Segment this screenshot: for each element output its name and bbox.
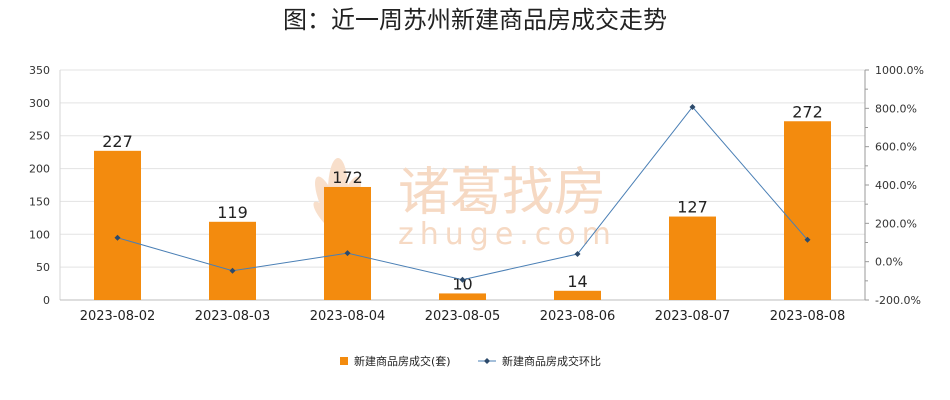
bar-labels: 227 119 172 10 14 127 272 [102, 102, 823, 293]
bar-value-label: 172 [332, 168, 363, 187]
x-tick-label: 2023-08-03 [195, 309, 271, 324]
gridlines [60, 69, 865, 301]
bar [209, 221, 256, 300]
line-point [689, 103, 696, 110]
bar [669, 216, 716, 300]
watermark-domain: zhuge.com [398, 217, 617, 252]
legend: 新建商品房成交(套) 新建商品房成交环比 [340, 354, 601, 368]
y-left-tick-label: 100 [29, 228, 50, 241]
bar-value-label: 127 [677, 198, 708, 217]
y-left-tick-labels: 0 50 100 150 200 250 300 350 [29, 64, 50, 307]
x-tick-label: 2023-08-07 [655, 309, 731, 324]
bar-value-label: 10 [452, 274, 472, 293]
chart-title: 图：近一周苏州新建商品房成交走势 [283, 6, 667, 34]
bar [94, 150, 141, 300]
line-point [459, 276, 466, 283]
bar [324, 186, 371, 300]
x-tick-label: 2023-08-06 [540, 309, 616, 324]
line-point [114, 234, 121, 241]
legend-label-bars: 新建商品房成交(套) [354, 354, 451, 368]
legend-swatch-bars [340, 357, 348, 365]
line-point [344, 250, 351, 257]
y-left-tick-label: 300 [29, 97, 50, 110]
y-left-tick-label: 0 [43, 294, 50, 307]
y-right-tick-label: 400.0% [875, 179, 917, 192]
x-tick-label: 2023-08-08 [770, 309, 846, 324]
y-right-tick-label: 800.0% [875, 102, 917, 115]
line-point [229, 267, 236, 274]
x-tick-label: 2023-08-04 [310, 309, 386, 324]
x-tick-label: 2023-08-05 [425, 309, 501, 324]
y-right-tick-label: 600.0% [875, 141, 917, 154]
line-point [574, 251, 581, 257]
bar-value-label: 272 [792, 102, 823, 121]
y-left-tick-label: 50 [36, 261, 50, 274]
bar [554, 290, 601, 300]
bars [94, 121, 831, 300]
y-right-tick-label: 0.0% [875, 256, 903, 269]
legend-label-line: 新建商品房成交环比 [502, 354, 601, 368]
y-right-tick-labels: -200.0% 0.0% 200.0% 400.0% 600.0% 800.0% 1000.… [875, 64, 924, 307]
line-series [114, 103, 811, 283]
bar [784, 121, 831, 300]
y-right-tick-label: -200.0% [875, 294, 921, 307]
y-left-tick-label: 350 [29, 64, 50, 77]
y-left-tick-label: 250 [29, 130, 50, 143]
bar-value-label: 119 [217, 203, 248, 222]
legend-marker-line [484, 358, 490, 364]
y-right-tick-label: 200.0% [875, 217, 917, 230]
line-point [804, 236, 811, 243]
y-right-tick-label: 1000.0% [875, 64, 924, 77]
y-left-tick-label: 150 [29, 195, 50, 208]
bar-value-label: 227 [102, 132, 133, 151]
x-tick-labels: 2023-08-02 2023-08-03 2023-08-04 2023-08-05… [80, 309, 846, 324]
bar-value-label: 14 [567, 272, 587, 291]
x-tick-label: 2023-08-02 [80, 309, 156, 324]
watermark-brand: 诸葛找房 [398, 163, 606, 223]
y-left-tick-label: 200 [29, 163, 50, 176]
bar [439, 293, 486, 300]
